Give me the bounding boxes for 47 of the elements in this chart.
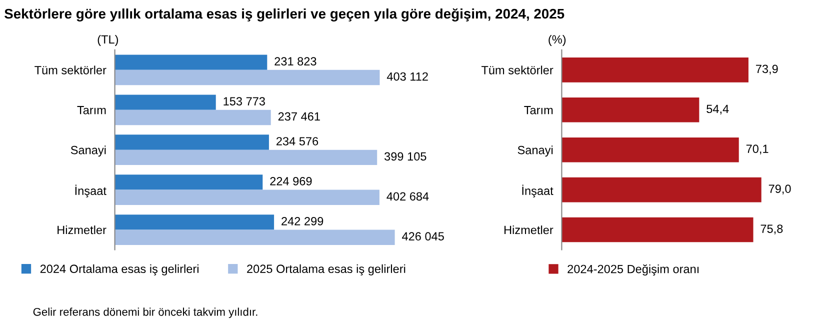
bar <box>114 230 395 245</box>
data-label: 153 773 <box>224 97 265 106</box>
data-label: 426 045 <box>402 232 444 241</box>
legend-label: 2024 Ortalama esas iş gelirleri <box>40 264 198 276</box>
data-label: 402 684 <box>386 192 429 201</box>
y-tick-label: Tarım <box>524 106 553 114</box>
y-tick-label: Tüm sektörler <box>34 66 106 74</box>
data-label: 237 461 <box>278 112 320 121</box>
data-label: 224 969 <box>270 177 312 186</box>
y-tick-label: İnşaat <box>75 184 106 198</box>
bar <box>114 214 274 230</box>
data-label: 73,9 <box>756 64 778 74</box>
bar <box>114 54 268 70</box>
data-label: 54,4 <box>706 104 729 114</box>
y-tick-label: Hizmetler <box>58 225 106 234</box>
x-axis-title: (TL) <box>98 34 118 46</box>
text: Gelir referans dönemi bir önceki takvim yılıdır. <box>33 308 258 318</box>
bar <box>114 94 216 110</box>
bar <box>562 137 739 162</box>
y-tick-label: İnşaat <box>522 184 554 198</box>
bar <box>562 217 754 242</box>
bar <box>114 150 378 166</box>
data-label: 231 823 <box>274 57 316 66</box>
y-tick-label: Hizmetler <box>504 225 554 234</box>
bar <box>114 70 380 86</box>
y-tick-label: Tüm sektörler <box>481 66 554 74</box>
data-label: 70,1 <box>746 144 768 154</box>
data-label: 399 105 <box>384 152 426 161</box>
bar <box>562 177 762 202</box>
bar <box>114 190 380 205</box>
data-label: 234 576 <box>276 137 318 146</box>
y-tick-label: Tarım <box>77 106 106 114</box>
y-tick-label: Sanayi <box>70 146 106 157</box>
bar <box>114 134 269 150</box>
y-tick-label: Sanayi <box>518 146 553 157</box>
bar <box>114 110 271 126</box>
bar <box>562 98 700 122</box>
legend-label: 2024-2025 Değişim oranı <box>568 264 699 276</box>
data-label: 403 112 <box>386 72 428 81</box>
chart-title: Sektörlere göre yıllık ortalama esas iş gelirleri ve geçen yıla göre değişim, 2024, 2025 <box>4 8 564 22</box>
data-label: 79,0 <box>768 184 791 194</box>
x-axis-title: (%) <box>548 34 566 46</box>
legend-label: 2025 Ortalama esas iş gelirleri <box>247 264 406 276</box>
bar <box>114 174 263 190</box>
data-label: 242 299 <box>282 216 324 226</box>
data-label: 75,8 <box>760 224 783 234</box>
bar <box>562 58 748 82</box>
